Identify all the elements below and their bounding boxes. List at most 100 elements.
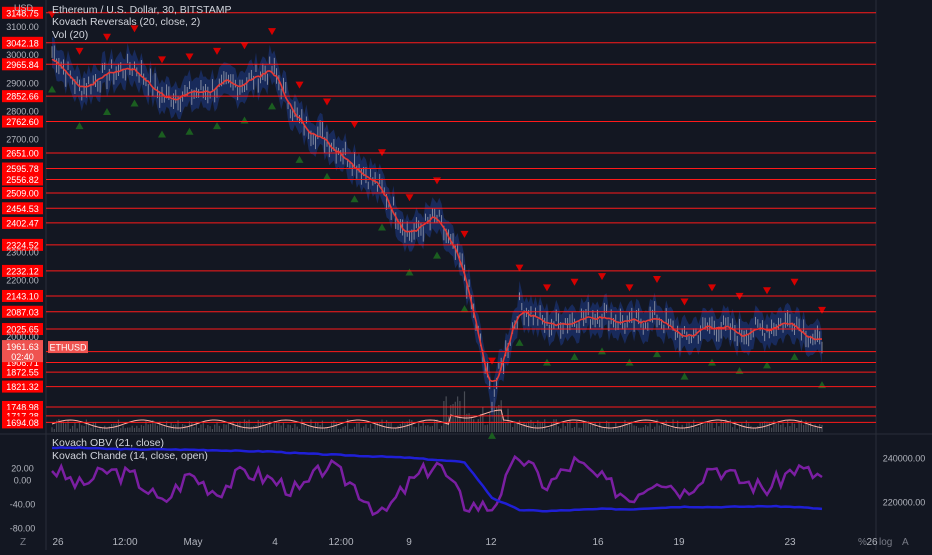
volume-bar <box>312 426 314 432</box>
volume-bar <box>706 421 709 432</box>
indicator-kovach-obv[interactable]: Kovach OBV (21, close) <box>52 437 164 449</box>
volume-bar <box>626 423 628 432</box>
volume-bar <box>51 427 53 432</box>
volume-bar <box>672 419 674 432</box>
volume-bar <box>408 419 411 432</box>
volume-bar <box>775 423 777 432</box>
volume-bar <box>734 421 736 432</box>
volume-bar <box>512 427 514 432</box>
volume-bar <box>342 427 344 432</box>
volume-bar <box>129 427 131 432</box>
volume-bar <box>773 420 775 432</box>
down-marker <box>488 357 496 365</box>
volume-bar <box>610 428 612 432</box>
down-marker <box>818 306 826 314</box>
obv-tick-label: 240000.00 <box>883 453 926 463</box>
volume-bar <box>736 428 738 432</box>
volume-bar <box>699 423 702 432</box>
volume-bar <box>537 420 539 432</box>
log-button[interactable]: log <box>879 537 892 548</box>
up-marker <box>213 122 221 130</box>
volume-bar <box>805 420 807 432</box>
time-tick-label: 4 <box>272 537 278 548</box>
volume-bar <box>179 427 181 432</box>
volume-bar <box>445 396 447 432</box>
volume-bar <box>418 422 420 432</box>
volume-bar <box>640 427 642 432</box>
volume-bar <box>214 424 216 432</box>
level-badge <box>2 173 43 186</box>
volume-bar <box>541 421 544 432</box>
volume-bar <box>722 422 725 432</box>
level-badge-label: 3148.75 <box>6 8 39 18</box>
volume-bar <box>74 422 76 432</box>
volume-bar <box>752 427 754 432</box>
volume-bar <box>53 428 55 432</box>
level-badge <box>2 6 43 19</box>
volume-bar <box>523 422 525 432</box>
volume-bar <box>592 423 594 432</box>
level-badge-label: 2965.84 <box>6 60 39 70</box>
timezone-button[interactable]: Z <box>20 537 26 548</box>
volume-bar <box>367 428 369 432</box>
volume-bar <box>438 428 440 432</box>
volume-bar <box>62 421 65 432</box>
volume-bar <box>562 421 564 432</box>
price-tick-label: 2300.00 <box>6 247 39 257</box>
level-badge-label: 1717.28 <box>6 411 39 421</box>
up-marker <box>515 338 524 346</box>
price-tick-label: 2700.00 <box>6 135 39 145</box>
volume-bar <box>505 422 507 432</box>
last-price-badge <box>2 340 43 363</box>
chande-tick-label: 20.00 <box>11 464 34 474</box>
down-marker <box>515 264 524 272</box>
volume-bar <box>259 422 262 432</box>
volume-bar <box>122 425 124 432</box>
chande-line <box>51 454 823 517</box>
volume-bar <box>211 428 214 432</box>
time-tick-label: 9 <box>406 537 412 548</box>
volume-bar <box>195 421 197 432</box>
volume-bar <box>292 428 294 432</box>
down-marker <box>625 284 634 292</box>
indicator-kovach-chande[interactable]: Kovach Chande (14, close, open) <box>52 450 208 462</box>
volume-bar <box>633 425 635 432</box>
volume-bar <box>246 421 248 432</box>
up-marker <box>103 108 111 115</box>
volume-bar <box>99 426 101 432</box>
volume-bar <box>243 419 246 432</box>
volume-bar <box>564 426 566 432</box>
percent-button[interactable]: % <box>858 537 867 548</box>
volume-bar <box>282 422 285 432</box>
chart-title[interactable]: Ethereum / U.S. Dollar, 30, BITSTAMP <box>52 4 232 16</box>
level-badge-label: 1872.55 <box>6 368 39 378</box>
volume-bar <box>539 421 541 432</box>
volume-bar <box>392 428 395 432</box>
volume-bar <box>603 427 605 432</box>
volume-bar <box>65 423 67 432</box>
volume-bar <box>67 419 69 432</box>
indicator-volume[interactable]: Vol (20) <box>52 29 88 41</box>
level-badge <box>2 115 43 128</box>
volume-bar <box>784 427 786 432</box>
volume-bar <box>452 404 454 432</box>
volume-bar <box>457 396 459 432</box>
volume-bar <box>202 421 204 432</box>
band-layer <box>52 36 822 423</box>
auto-button[interactable]: A <box>902 537 909 548</box>
volume-bar <box>253 425 255 432</box>
volume-bar <box>601 427 603 432</box>
volume-bar <box>757 426 759 432</box>
level-badge-label: 2232.12 <box>6 266 39 276</box>
level-badge-label: 3042.18 <box>6 38 39 48</box>
volume-bar <box>328 428 330 432</box>
indicator-kovach-reversals[interactable]: Kovach Reversals (20, close, 2) <box>52 16 200 28</box>
volume-bar <box>76 428 78 432</box>
volume-bar <box>711 422 713 432</box>
volume-bar <box>234 424 236 432</box>
volume-bar <box>475 422 477 432</box>
volume-bar <box>237 421 239 432</box>
volume-bar <box>463 391 466 432</box>
volume-bar <box>787 420 789 432</box>
level-badge <box>2 238 43 251</box>
